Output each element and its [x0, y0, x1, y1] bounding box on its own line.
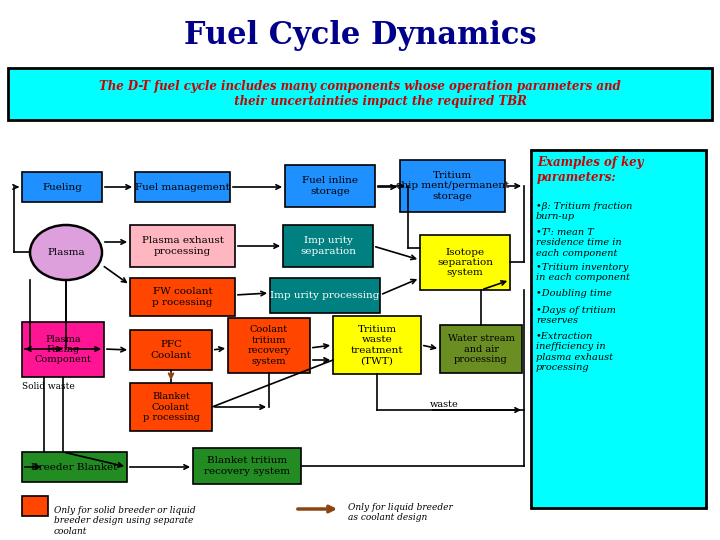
- Bar: [22, 172, 102, 202]
- Text: Only for liquid breeder
as coolant design: Only for liquid breeder as coolant desig…: [348, 503, 453, 522]
- Text: Water stream
and air
processing: Water stream and air processing: [448, 334, 514, 364]
- Bar: [130, 383, 212, 431]
- Text: PFC
Coolant: PFC Coolant: [150, 340, 192, 360]
- Text: •Tᴵ: mean T
residence time in
each component: •Tᴵ: mean T residence time in each compo…: [536, 228, 621, 258]
- Text: Fueling: Fueling: [42, 183, 82, 192]
- Text: waste: waste: [430, 400, 459, 409]
- Bar: [531, 150, 706, 508]
- Bar: [420, 235, 510, 290]
- Bar: [22, 496, 48, 516]
- Bar: [22, 322, 104, 377]
- Bar: [285, 165, 375, 207]
- Ellipse shape: [30, 225, 102, 280]
- Text: Tritium
waste
treatment
(TWT): Tritium waste treatment (TWT): [351, 325, 403, 365]
- Text: Blanket tritium
recovery system: Blanket tritium recovery system: [204, 456, 290, 476]
- Text: Fuel Cycle Dynamics: Fuel Cycle Dynamics: [184, 20, 536, 51]
- Text: Imp urity processing: Imp urity processing: [270, 291, 379, 300]
- Bar: [270, 278, 380, 313]
- Bar: [130, 225, 235, 267]
- Text: FW coolant
p rocessing: FW coolant p rocessing: [152, 287, 212, 307]
- Text: Imp urity
separation: Imp urity separation: [300, 237, 356, 256]
- Bar: [22, 452, 127, 482]
- Bar: [130, 330, 212, 370]
- Text: •Tritium inventory
in each component: •Tritium inventory in each component: [536, 263, 630, 282]
- Bar: [400, 160, 505, 212]
- Text: Solid waste: Solid waste: [22, 382, 75, 391]
- Text: Tritium
ship ment/permanent
storage: Tritium ship ment/permanent storage: [396, 171, 509, 201]
- Bar: [135, 172, 230, 202]
- Text: Fuel management: Fuel management: [135, 183, 230, 192]
- Text: The D-T fuel cycle includes many components whose operation parameters and
     : The D-T fuel cycle includes many compone…: [99, 80, 621, 108]
- Text: Plasma exhaust
processing: Plasma exhaust processing: [142, 237, 223, 256]
- Text: Examples of key
parameters:: Examples of key parameters:: [537, 156, 644, 184]
- Bar: [228, 318, 310, 373]
- Bar: [333, 316, 421, 374]
- Bar: [193, 448, 301, 484]
- Bar: [130, 278, 235, 316]
- Text: Coolant
tritium
recovery
system: Coolant tritium recovery system: [247, 326, 291, 366]
- Text: Fuel inline
storage: Fuel inline storage: [302, 176, 358, 195]
- Text: •Days of tritium
reserves: •Days of tritium reserves: [536, 306, 616, 326]
- Bar: [283, 225, 373, 267]
- Text: Isotope
separation
system: Isotope separation system: [437, 248, 493, 278]
- Text: Blanket
Coolant
p rocessing: Blanket Coolant p rocessing: [143, 392, 199, 422]
- Text: Plasma
Facing
Component: Plasma Facing Component: [35, 335, 91, 365]
- Text: Only for solid breeder or liquid
breeder design using separate
coolant: Only for solid breeder or liquid breeder…: [54, 506, 196, 536]
- Bar: [8, 68, 712, 120]
- Text: Plasma: Plasma: [48, 248, 85, 257]
- Text: •Doubling time: •Doubling time: [536, 289, 612, 298]
- Bar: [440, 325, 522, 373]
- Text: Breeder Blanket: Breeder Blanket: [31, 462, 117, 471]
- Text: •Extraction
inefficiency in
plasma exhaust
processing: •Extraction inefficiency in plasma exhau…: [536, 332, 613, 372]
- Text: •β: Tritium fraction
burn-up: •β: Tritium fraction burn-up: [536, 202, 632, 221]
